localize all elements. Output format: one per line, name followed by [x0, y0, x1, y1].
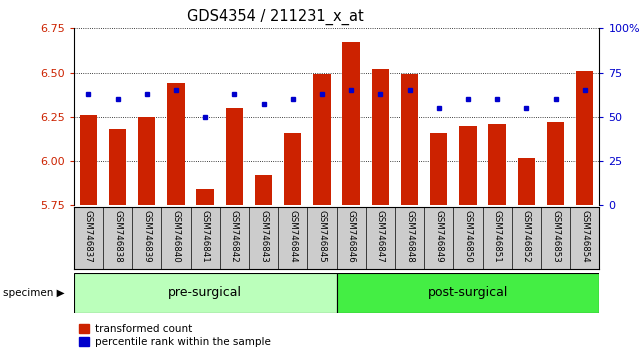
Text: GSM746849: GSM746849 — [434, 210, 443, 263]
Text: GSM746845: GSM746845 — [317, 210, 326, 263]
Bar — [576, 71, 594, 205]
Text: post-surgical: post-surgical — [428, 286, 508, 299]
Text: GSM746850: GSM746850 — [463, 210, 472, 263]
Text: GSM746852: GSM746852 — [522, 210, 531, 263]
Bar — [337, 273, 599, 313]
Text: pre-surgical: pre-surgical — [168, 286, 242, 299]
Legend: transformed count, percentile rank within the sample: transformed count, percentile rank withi… — [79, 324, 271, 347]
Bar — [109, 129, 126, 205]
Bar — [79, 115, 97, 205]
Text: GSM746843: GSM746843 — [259, 210, 268, 263]
Text: GSM746839: GSM746839 — [142, 210, 151, 263]
Bar — [138, 117, 156, 205]
Bar — [167, 83, 185, 205]
Bar — [196, 189, 214, 205]
Text: GSM746837: GSM746837 — [84, 210, 93, 263]
Text: GSM746853: GSM746853 — [551, 210, 560, 263]
Bar — [342, 42, 360, 205]
Bar — [517, 158, 535, 205]
Text: GSM746847: GSM746847 — [376, 210, 385, 263]
Bar — [372, 69, 389, 205]
Text: GSM746844: GSM746844 — [288, 210, 297, 263]
Text: GSM746838: GSM746838 — [113, 210, 122, 263]
Bar — [74, 273, 337, 313]
Text: GSM746841: GSM746841 — [201, 210, 210, 263]
Text: GDS4354 / 211231_x_at: GDS4354 / 211231_x_at — [187, 9, 364, 25]
Text: GSM746842: GSM746842 — [230, 210, 239, 263]
Text: GSM746854: GSM746854 — [580, 210, 589, 263]
Bar — [254, 175, 272, 205]
Text: GSM746851: GSM746851 — [493, 210, 502, 263]
Text: GSM746846: GSM746846 — [347, 210, 356, 263]
Bar — [459, 126, 477, 205]
Text: GSM746840: GSM746840 — [171, 210, 180, 263]
Bar — [547, 122, 564, 205]
Bar — [313, 74, 331, 205]
Bar — [401, 74, 419, 205]
Text: specimen ▶: specimen ▶ — [3, 288, 65, 298]
Text: GSM746848: GSM746848 — [405, 210, 414, 263]
Bar — [430, 133, 447, 205]
Bar — [284, 133, 301, 205]
Bar — [488, 124, 506, 205]
Bar — [226, 108, 243, 205]
